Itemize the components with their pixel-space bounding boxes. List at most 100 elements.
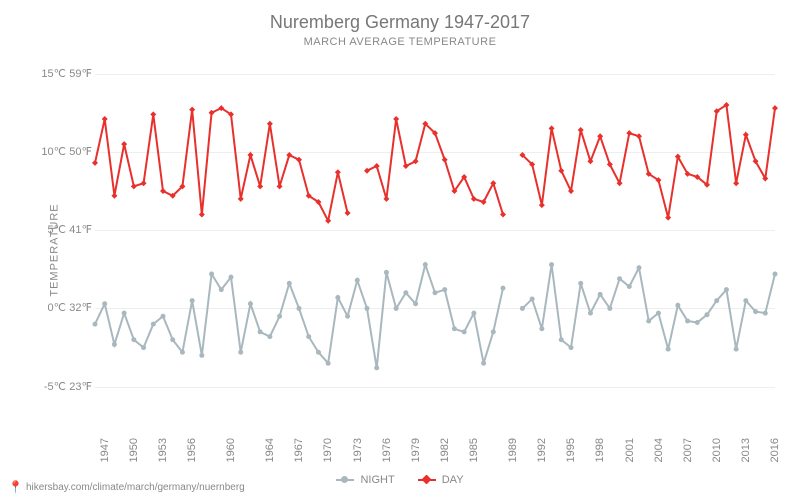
legend-label-night: NIGHT	[360, 474, 394, 486]
marker-night	[520, 306, 525, 311]
marker-day	[500, 212, 506, 218]
marker-day	[257, 183, 263, 189]
marker-night	[335, 295, 340, 300]
marker-day	[772, 105, 778, 111]
xtick: 2010	[711, 438, 723, 468]
marker-night	[190, 298, 195, 303]
marker-night	[433, 290, 438, 295]
marker-day	[277, 183, 283, 189]
marker-day	[442, 157, 448, 163]
marker-night	[656, 311, 661, 316]
marker-day	[189, 107, 195, 113]
chart-title: Nuremberg Germany 1947-2017	[0, 12, 800, 33]
marker-day	[199, 212, 205, 218]
marker-night	[501, 286, 506, 291]
marker-night	[180, 350, 185, 355]
marker-day	[345, 210, 351, 216]
ytick-celsius: -5℃	[38, 380, 66, 393]
marker-day	[743, 132, 749, 138]
marker-night	[763, 311, 768, 316]
xtick: 1964	[264, 438, 276, 468]
marker-night	[714, 298, 719, 303]
marker-night	[481, 361, 486, 366]
xtick: 2013	[740, 438, 752, 468]
pin-icon: 📍	[8, 480, 23, 494]
marker-night	[423, 262, 428, 267]
marker-night	[394, 306, 399, 311]
marker-night	[384, 270, 389, 275]
attribution: 📍 hikersbay.com/climate/march/germany/nu…	[8, 480, 245, 494]
marker-night	[112, 342, 117, 347]
marker-night	[413, 301, 418, 306]
marker-day	[539, 202, 545, 208]
attribution-text: hikersbay.com/climate/march/germany/nuer…	[26, 482, 245, 493]
xtick: 1998	[594, 438, 606, 468]
series-line-day	[95, 108, 348, 221]
marker-day	[267, 121, 273, 127]
series-line-night	[522, 265, 775, 350]
marker-night	[170, 337, 175, 342]
ytick-celsius: 0℃	[38, 301, 66, 314]
marker-night	[773, 272, 778, 277]
legend-marker-day	[418, 479, 436, 481]
marker-day	[335, 169, 341, 175]
y-axis-label: TEMPERATURE	[49, 203, 61, 296]
marker-day	[121, 141, 127, 147]
xtick: 1950	[128, 438, 140, 468]
marker-night	[131, 337, 136, 342]
marker-night	[151, 322, 156, 327]
xtick: 1953	[157, 438, 169, 468]
marker-night	[287, 281, 292, 286]
marker-night	[637, 265, 642, 270]
ytick-celsius: 10℃	[38, 145, 66, 158]
marker-night	[617, 276, 622, 281]
marker-night	[199, 353, 204, 358]
xtick: 1976	[381, 438, 393, 468]
chart-container: Nuremberg Germany 1947-2017 MARCH AVERAG…	[0, 0, 800, 500]
marker-night	[374, 365, 379, 370]
marker-night	[326, 361, 331, 366]
marker-night	[238, 350, 243, 355]
marker-night	[229, 275, 234, 280]
xtick: 1985	[468, 438, 480, 468]
legend-label-day: DAY	[442, 474, 464, 486]
xtick: 1956	[186, 438, 198, 468]
chart-subtitle: MARCH AVERAGE TEMPERATURE	[0, 36, 800, 48]
marker-day	[626, 130, 632, 136]
marker-night	[549, 262, 554, 267]
marker-night	[627, 284, 632, 289]
marker-night	[675, 303, 680, 308]
marker-night	[316, 350, 321, 355]
xtick: 2004	[653, 438, 665, 468]
marker-night	[569, 345, 574, 350]
marker-night	[452, 326, 457, 331]
marker-night	[442, 287, 447, 292]
marker-night	[607, 306, 612, 311]
ytick-celsius: 15℃	[38, 67, 66, 80]
xtick: 1967	[293, 438, 305, 468]
marker-night	[345, 314, 350, 319]
marker-night	[685, 318, 690, 323]
xtick: 1970	[322, 438, 334, 468]
marker-night	[297, 306, 302, 311]
marker-night	[161, 314, 166, 319]
marker-day	[238, 196, 244, 202]
marker-night	[695, 320, 700, 325]
marker-night	[258, 329, 263, 334]
xtick: 2016	[769, 438, 781, 468]
marker-day	[102, 116, 108, 122]
marker-day	[141, 180, 147, 186]
legend-item-day: DAY	[418, 474, 464, 486]
marker-day	[383, 196, 389, 202]
marker-night	[122, 311, 127, 316]
marker-night	[141, 345, 146, 350]
marker-day	[665, 215, 671, 221]
marker-night	[539, 326, 544, 331]
marker-day	[131, 183, 137, 189]
xtick: 1947	[99, 438, 111, 468]
marker-day	[150, 111, 156, 117]
marker-night	[306, 334, 311, 339]
xtick: 2001	[624, 438, 636, 468]
plot-area	[95, 58, 775, 418]
marker-night	[578, 281, 583, 286]
